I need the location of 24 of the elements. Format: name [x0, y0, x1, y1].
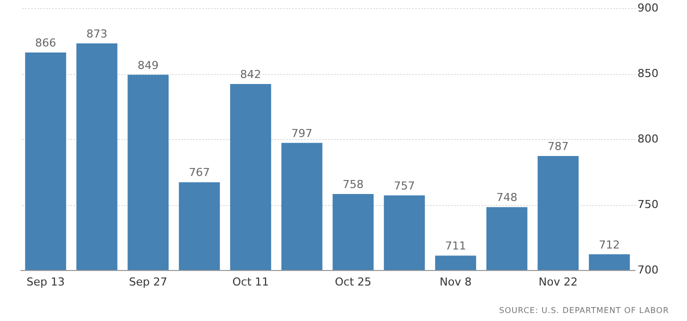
x-tick-label: Nov 8 — [440, 276, 472, 288]
data-label: 711 — [445, 240, 466, 253]
x-tick-label: Sep 27 — [129, 276, 168, 288]
data-label: 767 — [188, 166, 210, 180]
data-label: 712 — [598, 238, 620, 252]
y-tick-label: 850 — [638, 67, 658, 80]
data-label: 873 — [86, 27, 108, 40]
y-tick-label: 900 — [638, 2, 658, 14]
x-tick-label: Oct 25 — [334, 276, 372, 288]
data-label: 757 — [394, 179, 415, 192]
x-tick-label: Oct 11 — [232, 276, 269, 288]
data-label: 797 — [291, 126, 312, 140]
y-tick-label: 800 — [638, 132, 658, 146]
y-tick-label: 750 — [638, 198, 658, 211]
y-tick-label: 700 — [638, 264, 658, 276]
source-note: SOURCE: U.S. DEPARTMENT OF LABOR — [499, 306, 669, 315]
data-label: 787 — [548, 140, 569, 154]
x-tick-label: Sep 13 — [26, 276, 65, 288]
data-label: 748 — [496, 191, 518, 204]
data-label: 849 — [138, 58, 159, 72]
data-label: 866 — [35, 36, 56, 50]
x-tick-label: Nov 22 — [538, 276, 578, 288]
data-label: 842 — [240, 68, 262, 81]
data-label: 758 — [342, 178, 364, 192]
